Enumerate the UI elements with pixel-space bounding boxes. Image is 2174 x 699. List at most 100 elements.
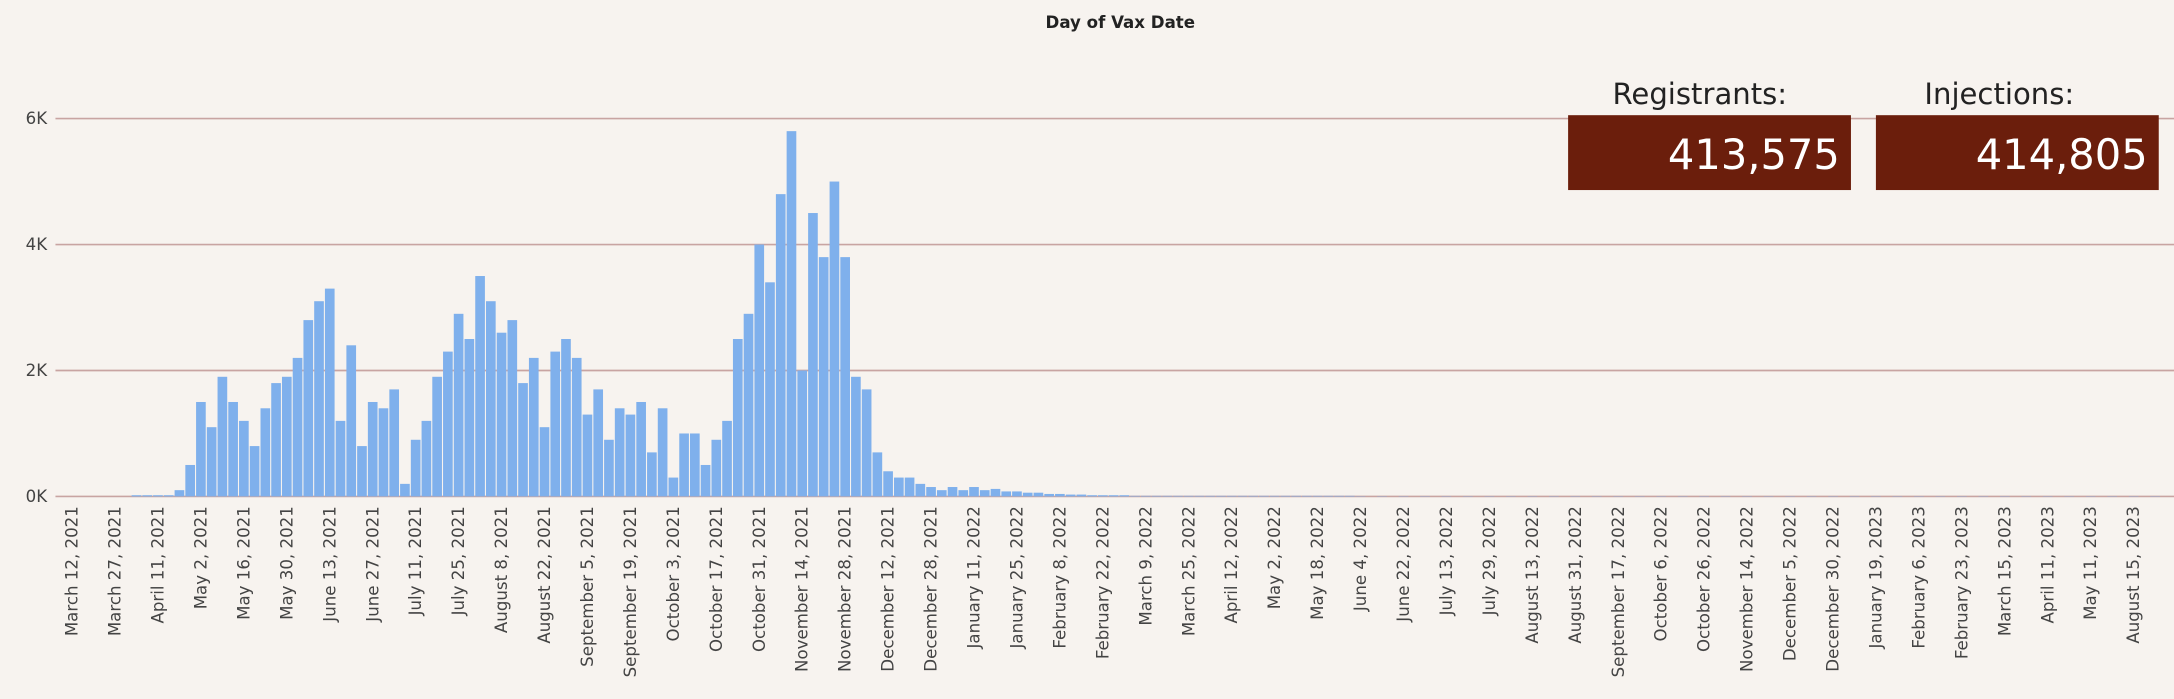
x-tick-label: October 17, 2021 [707,506,726,652]
bar [861,389,872,497]
plot: 0K 2K 4K 6K March 12, 2021 March 27, 2021 Apri… [26,109,2174,677]
bar [1055,493,1065,497]
bar [958,490,969,497]
x-tick-label: August 31, 2022 [1566,506,1585,644]
bar [689,433,700,497]
bar [1312,495,1323,497]
x-tick-label: May 16, 2021 [234,506,253,620]
bar [657,408,668,497]
bar [217,376,228,497]
x-tick-label: October 3, 2021 [664,506,683,641]
bar [936,490,947,497]
bar [228,401,238,497]
bar [625,414,636,497]
x-tick-label: March 12, 2021 [63,506,82,636]
bar [185,464,196,497]
x-tick-label: June 22, 2022 [1394,506,1413,623]
bar [1108,495,1119,497]
bar [260,408,271,497]
bar [303,320,314,497]
bar [1033,492,1044,497]
bar [1173,495,1183,497]
kpi-value: 414,805 [1976,130,2148,179]
x-tick-label: November 14, 2022 [1738,506,1757,672]
bar [700,464,711,497]
bar [571,357,582,497]
x-tick-label: September 5, 2021 [578,506,597,667]
bar [314,301,324,497]
bar [786,131,797,497]
bar [743,313,754,497]
x-tick-label: May 18, 2022 [1308,506,1327,620]
bar [1087,495,1097,497]
bar [561,339,571,497]
bar [668,477,679,497]
bar [507,320,518,497]
bar [614,408,625,497]
bar [979,490,990,497]
bar [636,401,646,497]
bar [1280,495,1291,497]
bar [808,213,818,497]
x-tick-label: November 14, 2021 [793,506,812,672]
x-tick-label: October 6, 2022 [1652,506,1671,641]
x-tick-label: December 30, 2022 [1824,506,1843,672]
x-tick-label: July 13, 2022 [1437,506,1456,616]
bar [346,345,357,497]
bar [518,383,528,497]
bar [550,351,561,497]
bar [206,427,217,497]
kpi-label: Injections: [1924,77,2074,111]
bar [357,446,367,497]
bar [324,288,335,497]
x-tick-label: September 17, 2022 [1609,506,1628,677]
x-tick-label: March 15, 2023 [1995,506,2014,636]
x-tick-label: July 25, 2021 [449,506,468,616]
bar [475,276,485,497]
kpi-label: Registrants: [1613,77,1788,111]
bar [453,313,464,497]
bar [1226,495,1237,497]
bar [990,488,1001,497]
x-tick-label: May 30, 2021 [277,506,296,620]
bar [904,477,915,497]
bar [1302,495,1312,497]
bar [142,495,153,497]
x-tick-label: June 4, 2022 [1351,506,1370,612]
bar [915,483,926,497]
bar [249,446,260,497]
bar [1248,495,1259,497]
x-tick-label: January 11, 2022 [965,506,984,649]
bar [1344,495,1355,497]
x-tick-label: August 22, 2021 [535,506,554,644]
bar [389,389,400,497]
x-tick-label: January 19, 2023 [1866,506,1885,649]
bar [1259,495,1269,497]
bar [679,433,689,497]
bar [1076,494,1087,497]
x-tick-label: June 27, 2021 [363,506,382,623]
bar [378,408,389,497]
x-tick-label: August 13, 2022 [1523,506,1542,644]
bar [1065,494,1076,497]
x-tick-label: May 2, 2022 [1265,506,1284,609]
x-tick-label: January 25, 2022 [1007,506,1026,649]
bar [292,357,303,497]
bar [443,351,453,497]
bar [1098,495,1108,497]
bar [1216,495,1226,497]
bar [153,495,163,497]
bar [163,495,174,497]
x-tick-label: February 6, 2023 [1909,506,1928,648]
bar [174,490,185,497]
bar [722,420,732,497]
bar [894,477,904,497]
x-tick-label: February 22, 2022 [1093,506,1112,659]
kpi-box [1875,115,2159,191]
bar [496,332,507,497]
bar [604,439,614,497]
bar [647,452,657,497]
bar [818,257,829,497]
bar [239,420,249,497]
x-tick-label: November 28, 2021 [836,506,855,672]
